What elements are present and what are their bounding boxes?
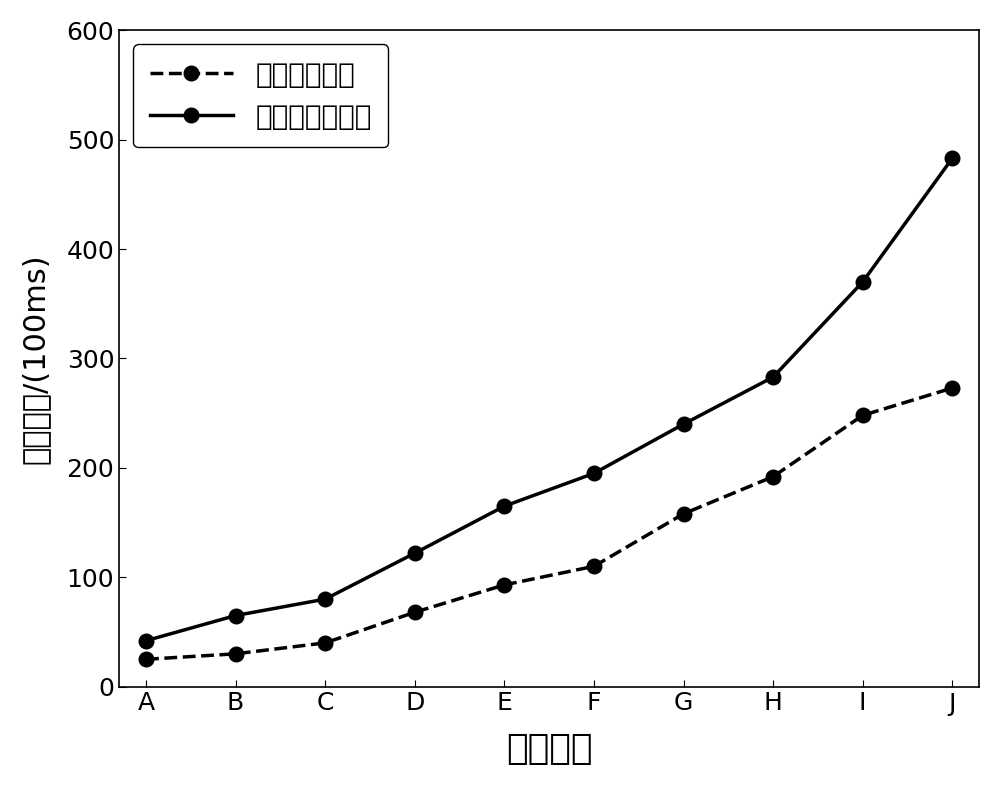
启发式规划方法 (230, 611, 242, 620)
一般规划方法 (498, 580, 510, 589)
一般规划方法 (409, 608, 421, 617)
一般规划方法 (140, 655, 152, 664)
启发式规划方法 (140, 636, 152, 645)
一般规划方法 (946, 383, 958, 393)
一般规划方法 (230, 649, 242, 659)
启发式规划方法 (678, 419, 690, 429)
启发式规划方法 (946, 153, 958, 163)
一般规划方法 (678, 509, 690, 519)
一般规划方法 (767, 472, 779, 482)
一般规划方法 (588, 562, 600, 571)
启发式规划方法 (319, 594, 331, 604)
X-axis label: 测试问题: 测试问题 (506, 732, 592, 767)
Line: 一般规划方法: 一般规划方法 (139, 381, 959, 667)
启发式规划方法 (409, 549, 421, 558)
一般规划方法 (857, 411, 869, 420)
Line: 启发式规划方法: 启发式规划方法 (139, 151, 959, 648)
一般规划方法 (319, 638, 331, 648)
启发式规划方法 (498, 501, 510, 511)
启发式规划方法 (588, 468, 600, 478)
启发式规划方法 (857, 277, 869, 286)
Legend: 一般规划方法, 启发式规划方法: 一般规划方法, 启发式规划方法 (133, 44, 388, 147)
启发式规划方法 (767, 372, 779, 382)
Y-axis label: 运行时间/(100ms): 运行时间/(100ms) (21, 253, 50, 464)
